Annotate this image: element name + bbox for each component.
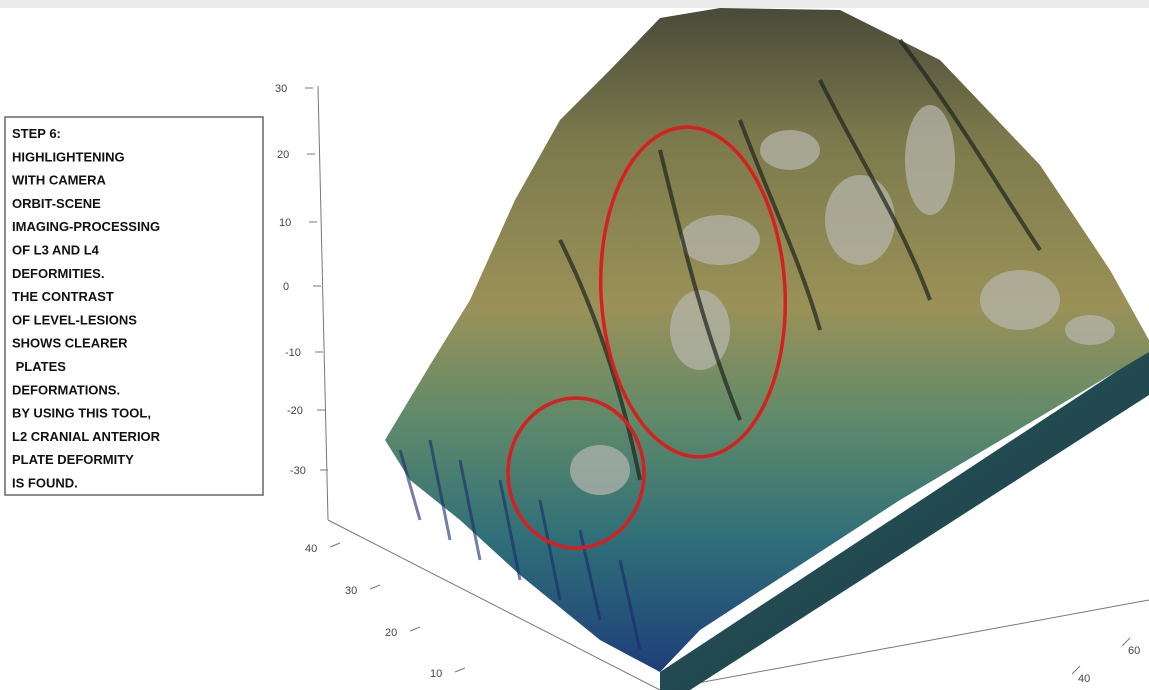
z-tick-label: 10 — [279, 217, 291, 229]
z-tick-label: -10 — [285, 347, 301, 359]
annotation-line: ORBIT-SCENE — [12, 196, 101, 211]
x-tick-label: 60 — [1128, 645, 1140, 657]
annotation-line: IMAGING-PROCESSING — [12, 219, 160, 234]
annotation-line: HIGHLIGHTENING — [12, 149, 125, 164]
z-tick-label: 20 — [277, 149, 289, 161]
annotation-line: SHOWS CLEARER — [12, 336, 128, 351]
annotation-line: THE CONTRAST — [12, 289, 114, 304]
annotation-line: OF LEVEL-LESIONS — [12, 312, 137, 327]
z-tick-label: -20 — [287, 405, 303, 417]
annotation-line: OF L3 AND L4 — [12, 243, 100, 258]
y-tick — [330, 543, 340, 547]
annotation-line: WITH CAMERA — [12, 173, 106, 188]
z-tick-label: 30 — [275, 83, 287, 95]
annotation-line: DEFORMITIES. — [12, 266, 104, 281]
y-tick — [410, 627, 420, 631]
annotation-line: IS FOUND. — [12, 476, 78, 491]
z-tick-label: -30 — [290, 465, 306, 477]
annotation-line: L2 CRANIAL ANTERIOR — [12, 429, 161, 444]
top-band — [0, 0, 1149, 8]
annotation-line: STEP 6: — [12, 126, 61, 141]
y-tick — [455, 668, 465, 672]
y-tick-label: 40 — [305, 543, 317, 555]
surface — [385, 8, 1149, 690]
y-tick — [370, 585, 380, 589]
annotation-line: BY USING THIS TOOL, — [12, 406, 151, 421]
y-tick-label: 10 — [430, 668, 442, 680]
y-tick-label: 20 — [385, 627, 397, 639]
x-tick-label: 40 — [1078, 673, 1090, 685]
annotation-line: PLATE DEFORMITY — [12, 452, 134, 467]
figure: STEP 6: HIGHLIGHTENING WITH CAMERA ORBIT-SC… — [0, 0, 1149, 690]
z-tick-label: 0 — [283, 281, 289, 293]
annotation-line: DEFORMATIONS. — [12, 382, 120, 397]
annotation-line: PLATES — [12, 359, 66, 374]
y-tick-label: 30 — [345, 585, 357, 597]
